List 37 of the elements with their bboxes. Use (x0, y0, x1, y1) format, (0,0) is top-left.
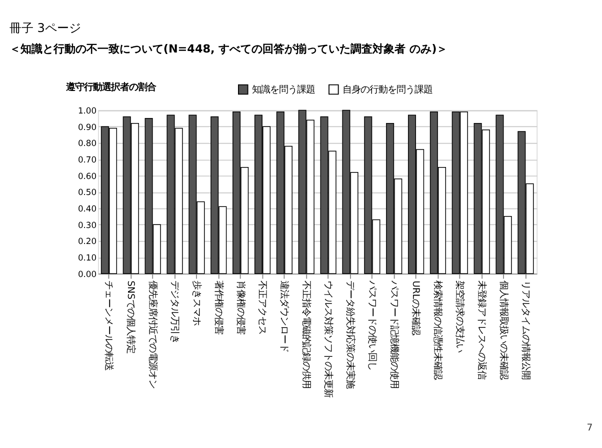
y-tick-label: 0.70 (78, 154, 97, 165)
y-tick-label: 1.00 (78, 106, 97, 116)
y-axis-title: 遵守行動選択者の割合 (64, 82, 157, 94)
x-tick-label: 検索情報の信憑性未確認 (432, 280, 444, 380)
x-tick-label: チェーンメールの転送 (103, 280, 114, 371)
x-tick-label: URLの未確認 (410, 280, 422, 336)
y-tick-label: 0.60 (78, 170, 97, 181)
x-tick-label: 歩きスマホ (190, 280, 202, 326)
chart-subtitle: ＜知識と行動の不一致について(N=448, すべての回答が揃っていた調査対象者 のみ)＞ (9, 42, 448, 56)
text: 7 (586, 422, 593, 434)
x-tick-label: ウイルス対策ソフトの未更新 (322, 280, 334, 398)
legend-label: 知識を問う課題 (252, 84, 315, 96)
chart-title: 冊子 3ページ (9, 20, 81, 35)
x-tick-label: 肖像権の侵害 (234, 280, 246, 335)
y-tick-label: 0.30 (78, 220, 97, 230)
y-tick-label: 0.80 (78, 138, 97, 148)
x-tick-label: 架空請求の支払い (454, 280, 466, 353)
x-tick-label: 個人情報取扱いの未確認 (498, 280, 509, 380)
y-tick-label: 0.50 (78, 187, 97, 198)
x-tick-label: SNSでの個人特定 (125, 280, 136, 354)
legend-label: 自身の行動を問う課題 (342, 84, 433, 96)
y-tick-label: 0.00 (78, 268, 97, 279)
x-tick-label: 著作権の侵害 (212, 280, 224, 335)
y-tick-label: 0.40 (78, 204, 97, 214)
x-tick-label: デジタル万引き (168, 280, 180, 344)
y-tick-label: 0.90 (78, 122, 97, 132)
y-tick-label: 0.10 (78, 252, 97, 263)
y-tick-label: 0.20 (78, 236, 97, 246)
x-tick-label: パスワード記憶機能の使用 (388, 280, 400, 389)
x-tick-label: リアルタイムの情報公開 (520, 280, 531, 380)
x-tick-label: 未登録アドレスへの返信 (476, 280, 488, 380)
x-tick-label: データ紛失対応策の未実施 (344, 280, 356, 389)
x-tick-label: 違法ダウンロード (278, 280, 290, 353)
x-tick-label: 不正アクセス (256, 280, 268, 335)
x-tick-label: 不正指令電磁的記録の供用 (300, 280, 312, 389)
x-tick-label: 優先座席付近での電源オン (147, 280, 158, 389)
x-tick-label: パスワードの使い回し (366, 280, 378, 371)
